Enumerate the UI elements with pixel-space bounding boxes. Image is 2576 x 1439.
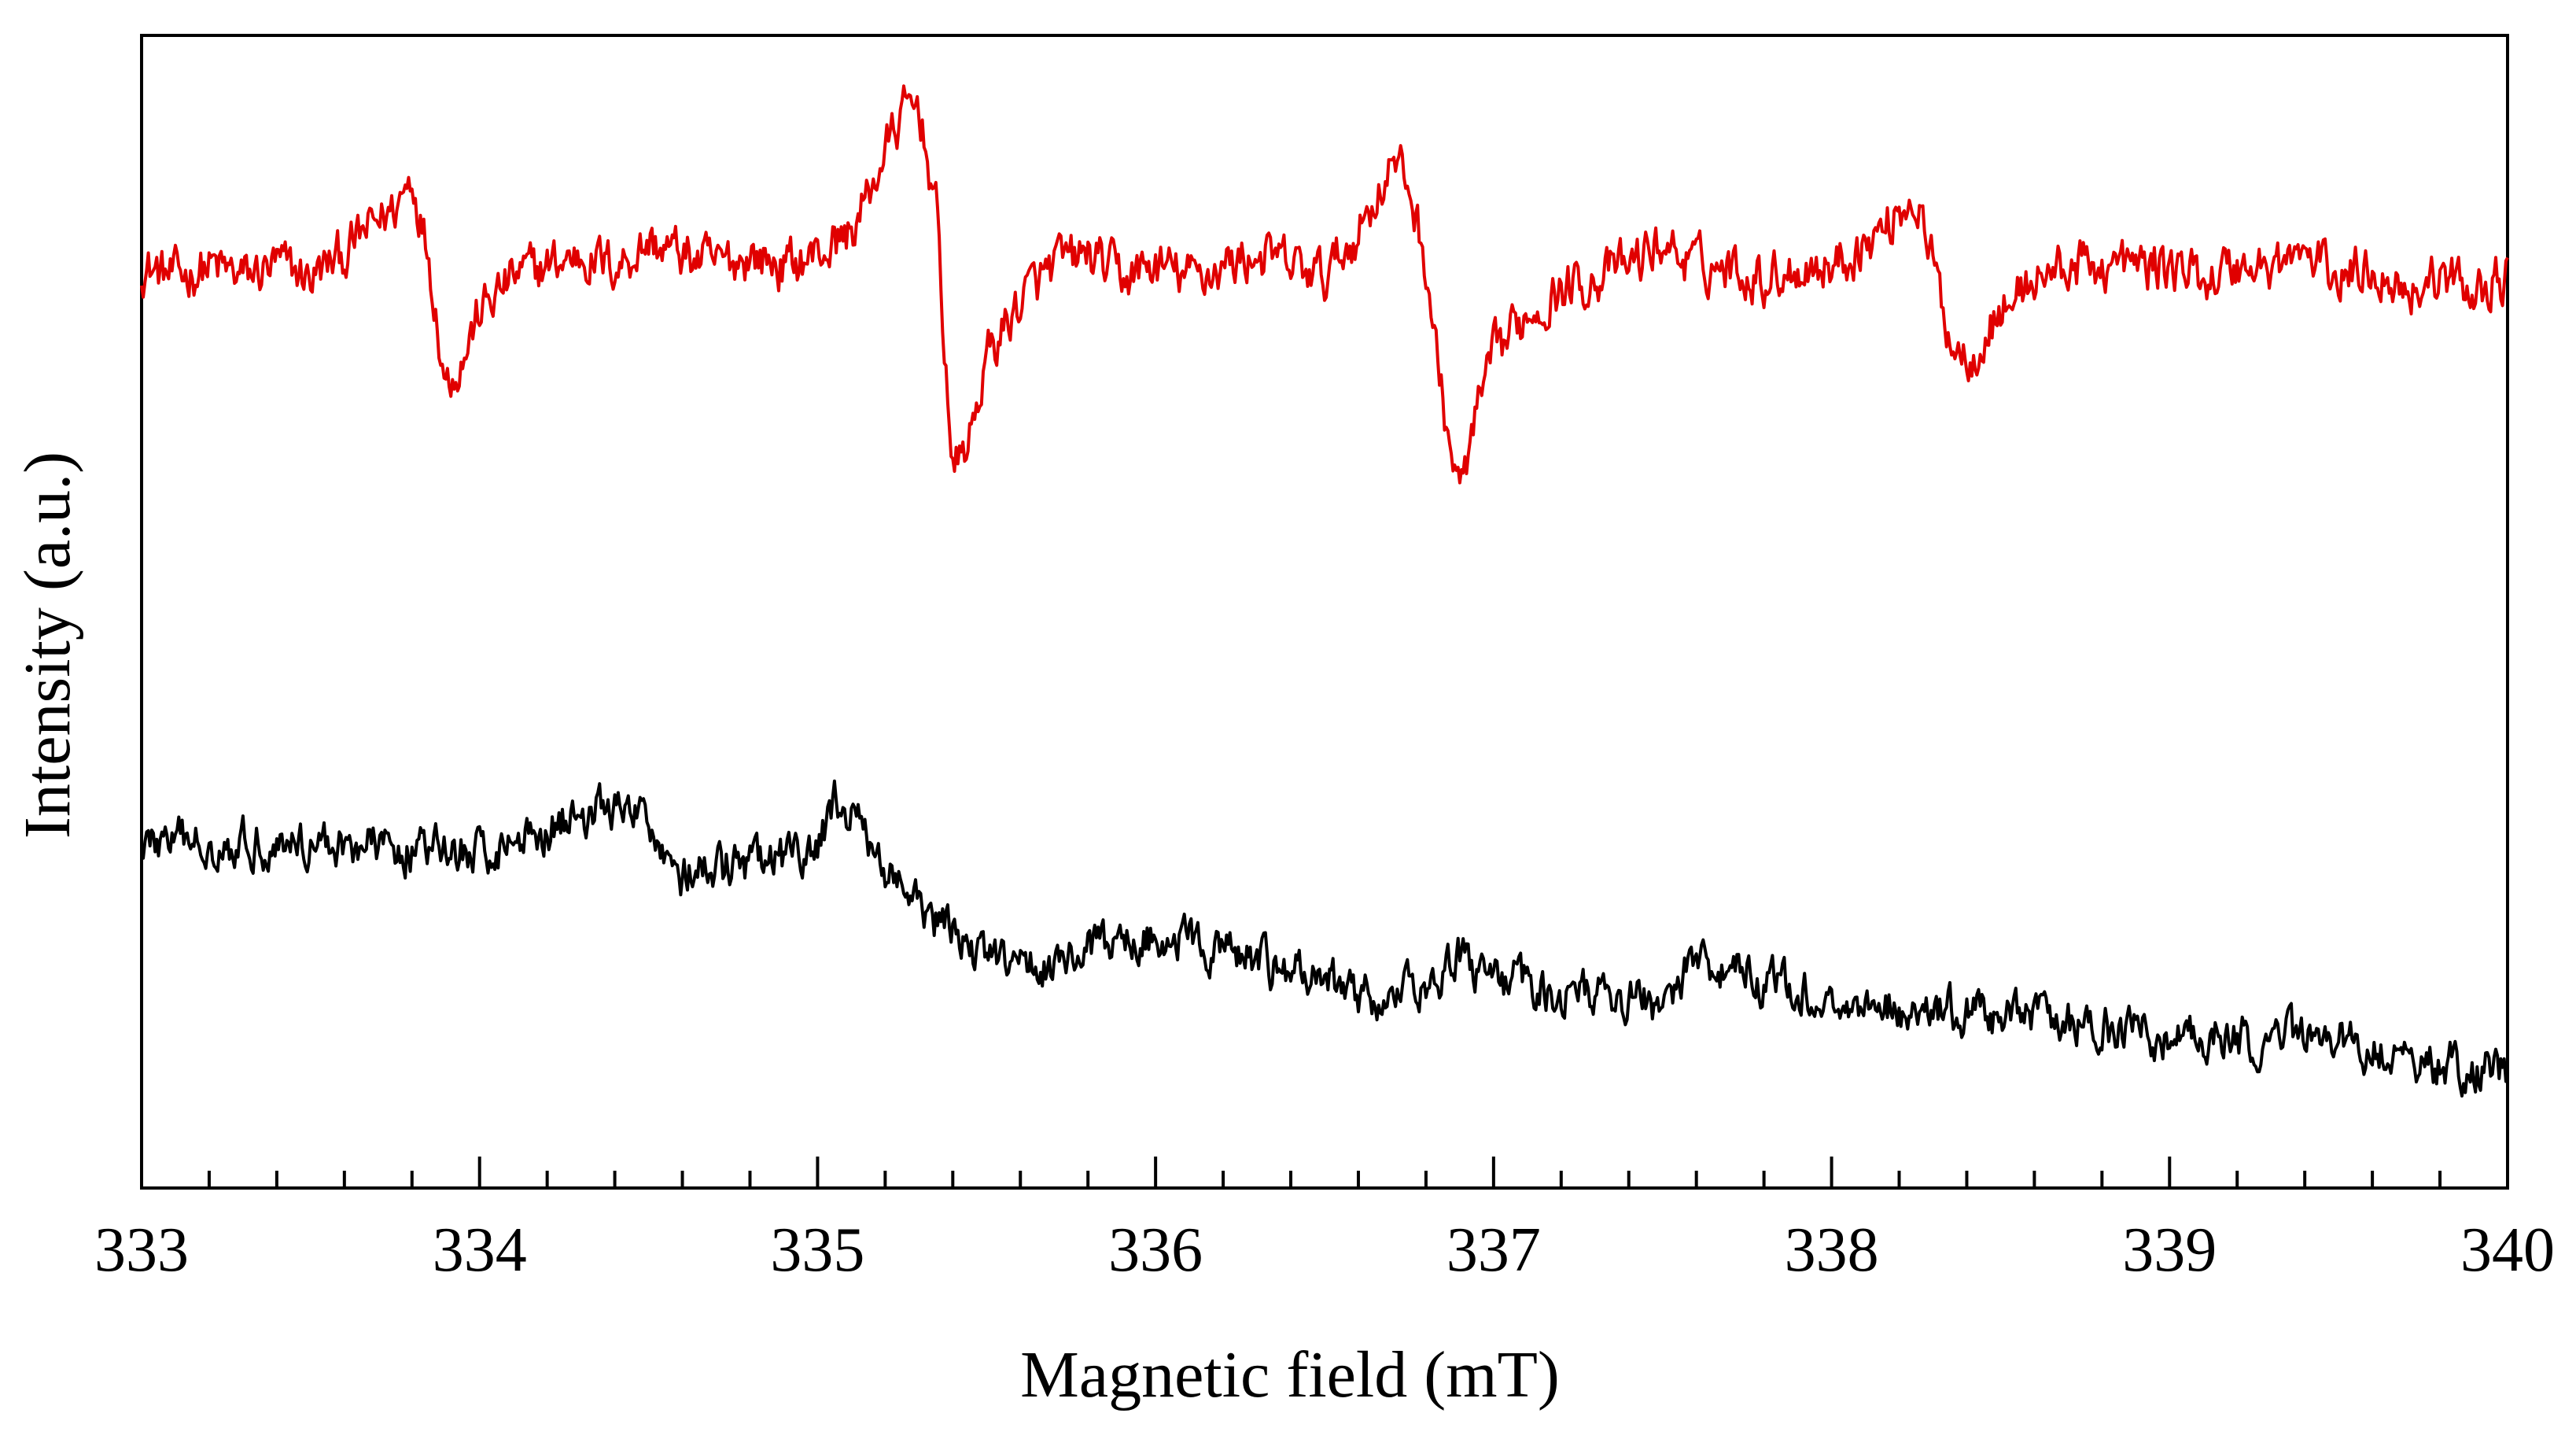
y-axis-title: Intensity (a.u.) [11,452,84,839]
x-axis-title: Magnetic field (mT) [1020,1338,1560,1411]
x-tick-label: 333 [94,1216,189,1285]
x-tick-label: 336 [1108,1216,1203,1285]
x-tick-label: 337 [1446,1216,1541,1285]
x-tick-labels: 333 334 335 336 337 338 339 340 [94,1216,2555,1285]
x-tick-label: 335 [770,1216,864,1285]
series-layer [140,84,2509,1098]
x-tick-label: 340 [2460,1216,2555,1285]
plot-frame [140,34,2509,1190]
x-tick-label: 338 [1785,1216,1879,1285]
series-line-black [141,779,2509,1098]
x-tick-label: 339 [2122,1216,2217,1285]
series-line-red [140,84,2509,485]
x-ticks [140,1157,2509,1188]
x-tick-label: 334 [433,1216,527,1285]
